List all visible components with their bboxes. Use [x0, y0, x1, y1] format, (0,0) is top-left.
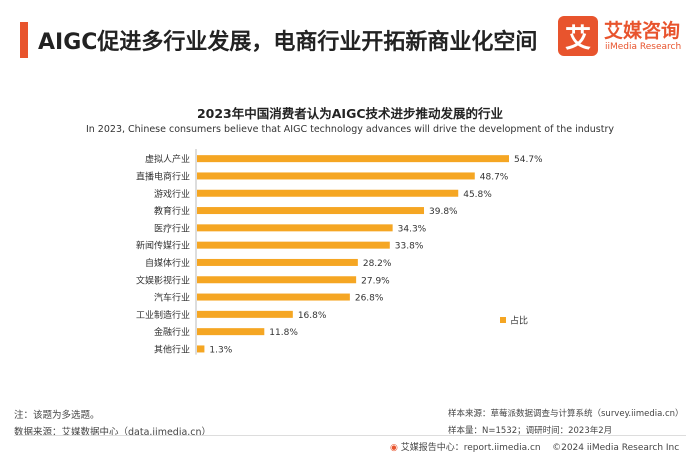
bar: [197, 224, 393, 232]
bar: [197, 328, 265, 336]
sample-source: 样本来源：草莓派数据调查与计算系统（survey.iimedia.cn）: [448, 409, 684, 419]
data-label: 16.8%: [298, 311, 327, 321]
data-label: 27.9%: [361, 276, 390, 286]
category-label: 教育行业: [154, 205, 190, 217]
legend-label: 占比: [510, 315, 528, 327]
category-label: 金融行业: [154, 326, 190, 338]
brand-logo: 艾 艾媒咨询 iiMedia Research: [558, 14, 690, 64]
chart-subtitle: In 2023, Chinese consumers believe that …: [85, 124, 615, 135]
sample-info: 样本量：N=1532；调研时间：2023年2月: [448, 426, 613, 436]
category-label: 工业制造行业: [136, 309, 190, 321]
category-label: 新闻传媒行业: [136, 240, 190, 252]
category-label: 自媒体行业: [145, 257, 190, 269]
data-label: 28.2%: [363, 259, 392, 269]
bar: [197, 276, 357, 284]
logo-text-en: iiMedia Research: [605, 42, 682, 52]
data-label: 39.8%: [429, 207, 458, 217]
data-label: 34.3%: [398, 224, 427, 234]
category-label: 医疗行业: [154, 222, 190, 234]
data-label: 1.3%: [209, 345, 232, 355]
data-source: 数据来源：艾媒数据中心（data.iimedia.cn）: [14, 427, 212, 438]
report-center-link[interactable]: 艾媒报告中心：report.iimedia.cn: [400, 443, 541, 453]
footer: ◉ 艾媒报告中心：report.iimedia.cn ©2024 iiMedia…: [390, 440, 679, 453]
title-accent-bar: [20, 22, 28, 58]
bar: [197, 310, 293, 318]
data-label: 48.7%: [480, 172, 509, 182]
data-label: 11.8%: [269, 328, 298, 338]
category-label: 其他行业: [154, 343, 190, 355]
bar: [197, 207, 425, 215]
report-center-icon: ◉: [390, 443, 398, 453]
bar: [197, 241, 390, 249]
bar: [197, 258, 358, 266]
category-label: 汽车行业: [154, 292, 190, 304]
note-multiple-choice: 注：该题为多选题。: [14, 410, 100, 421]
legend-swatch: [500, 317, 506, 323]
category-label: 虚拟人产业: [145, 153, 190, 165]
page-title: AIGC促进多行业发展，电商行业开拓新商业化空间: [38, 30, 538, 55]
bar-chart: 虚拟人产业 54.7% 直播电商行业 48.7% 游戏行业 45.8% 教育行业 39.8% 医…: [136, 149, 543, 355]
copyright: ©2024 iiMedia Research Inc: [552, 443, 680, 453]
bar: [197, 189, 459, 197]
bar: [197, 345, 205, 353]
bar: [197, 293, 350, 301]
category-label: 游戏行业: [154, 188, 190, 200]
category-label: 文娱影视行业: [136, 274, 190, 286]
data-label: 33.8%: [395, 242, 424, 252]
bar: [197, 172, 475, 180]
logo-text-cn: 艾媒咨询: [604, 20, 681, 42]
logo-mark-icon: 艾: [558, 16, 598, 56]
data-label: 26.8%: [355, 294, 384, 304]
footer-divider: [14, 435, 686, 436]
category-label: 直播电商行业: [136, 170, 190, 182]
data-label: 54.7%: [514, 155, 543, 165]
bar: [197, 155, 509, 163]
data-label: 45.8%: [463, 190, 492, 200]
chart-title: 2023年中国消费者认为AIGC技术进步推动发展的行业: [196, 106, 504, 121]
